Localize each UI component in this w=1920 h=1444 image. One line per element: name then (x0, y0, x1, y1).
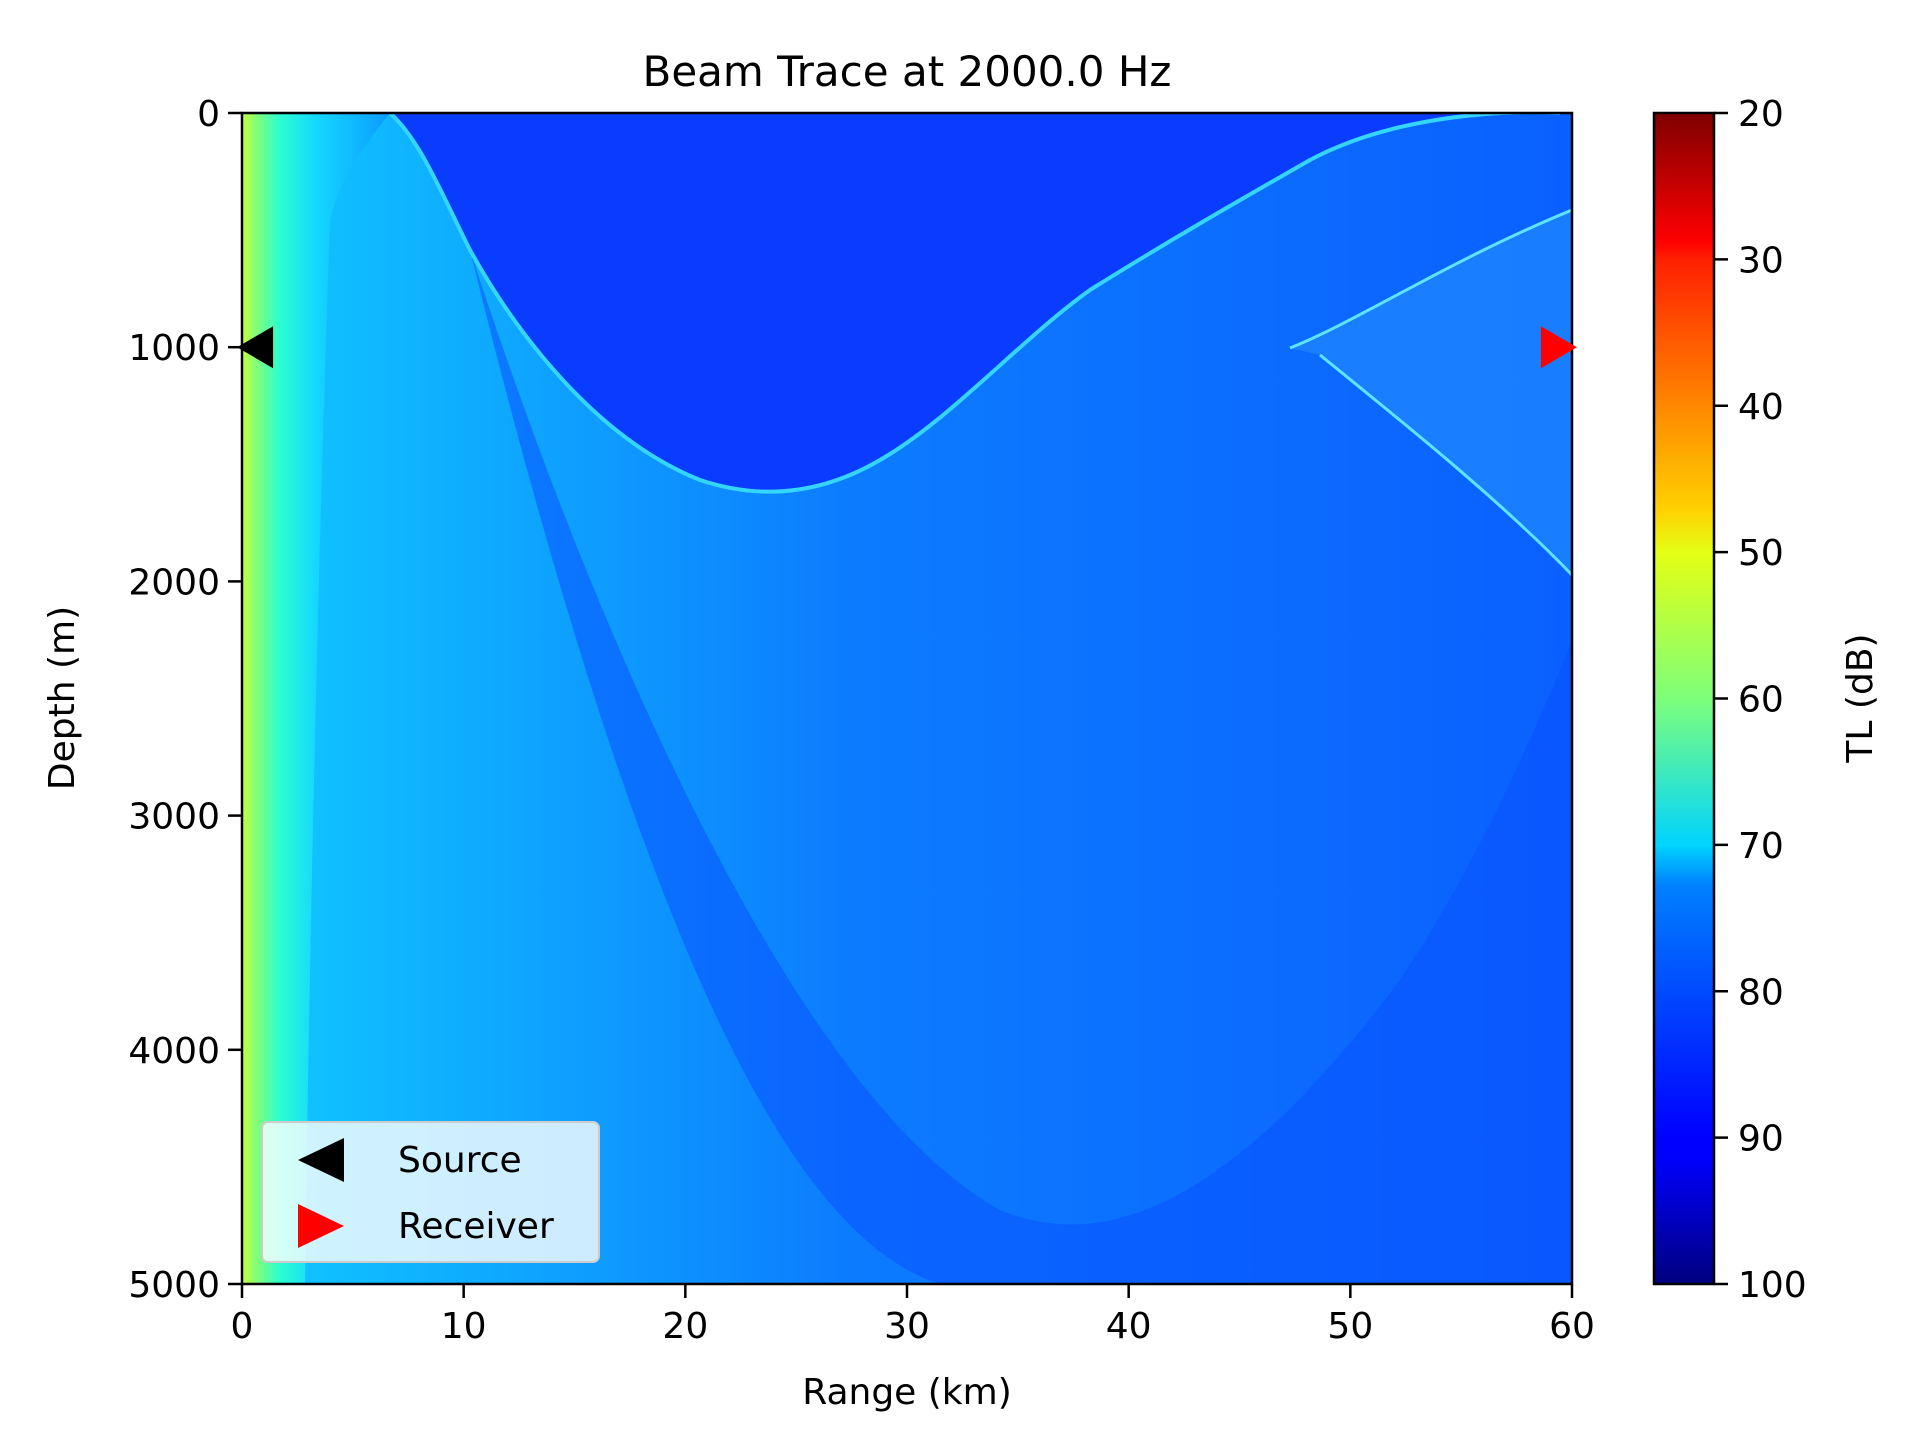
colorbar-tick-label: 50 (1738, 533, 1784, 574)
marker-layer (237, 326, 1577, 369)
x-tick-label: 0 (231, 1306, 254, 1347)
legend-receiver-marker (298, 1204, 344, 1248)
colorbar-ticks: 20 30 40 50 60 70 80 90 100 (1714, 94, 1807, 1306)
colorbar-tick-label: 60 (1738, 680, 1784, 721)
shadow-caustic (388, 113, 1560, 494)
y-tick-label: 2000 (128, 562, 220, 603)
y-tick-label: 3000 (128, 797, 220, 838)
x-tick-label: 30 (884, 1306, 930, 1347)
y-tick-label: 4000 (128, 1031, 220, 1072)
legend-box (261, 1121, 600, 1263)
x-tick-label: 50 (1327, 1306, 1373, 1347)
near-source-wedge (242, 113, 390, 1284)
colorbar-tick-label: 20 (1738, 94, 1784, 135)
x-tick-label: 60 (1549, 1306, 1595, 1347)
x-tick-label: 10 (441, 1306, 487, 1347)
insonified-region (252, 113, 1572, 1284)
colorbar-tick-label: 70 (1738, 826, 1784, 867)
colorbar-tick-label: 100 (1738, 1265, 1807, 1306)
legend: Source Receiver (261, 1121, 600, 1263)
x-tick-label: 40 (1106, 1306, 1152, 1347)
y-axis-label: Depth (m) (42, 606, 83, 790)
legend-receiver-label: Receiver (398, 1206, 554, 1247)
x-tick-label: 20 (662, 1306, 708, 1347)
chart-title: Beam Trace at 2000.0 Hz (643, 47, 1172, 96)
colorbar (1652, 111, 1716, 1286)
legend-source-label: Source (398, 1140, 522, 1181)
y-tick-label: 5000 (128, 1265, 220, 1306)
tl-field (242, 113, 1572, 1284)
y-tick-label: 0 (197, 94, 220, 135)
colorbar-tick-label: 40 (1738, 387, 1784, 428)
y-tick-label: 1000 (128, 328, 220, 369)
colorbar-tick-label: 80 (1738, 972, 1784, 1013)
source-marker (237, 326, 274, 369)
legend-source-marker (298, 1138, 344, 1182)
y-axis-ticks: 0 1000 2000 3000 4000 5000 (128, 94, 242, 1306)
convergence-beam (1290, 210, 1572, 575)
colorbar-tick-label: 90 (1738, 1119, 1784, 1160)
deep-arc (470, 250, 1572, 1284)
x-axis-label: Range (km) (802, 1372, 1012, 1413)
x-axis-ticks: 0 10 20 30 40 50 60 (231, 1284, 1595, 1347)
colorbar-label: TL (dB) (1840, 633, 1881, 763)
cz-caustic (1289, 208, 1572, 577)
receiver-marker (1540, 326, 1577, 369)
colorbar-tick-label: 30 (1738, 240, 1784, 281)
